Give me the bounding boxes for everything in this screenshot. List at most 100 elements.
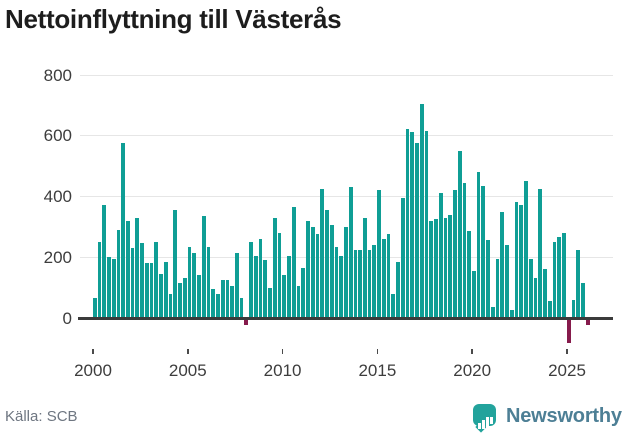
y-axis-label: 400 xyxy=(43,187,72,207)
bar xyxy=(253,255,258,318)
bar xyxy=(462,182,467,318)
bar xyxy=(277,232,282,318)
bar xyxy=(325,210,329,318)
bar xyxy=(528,258,533,318)
bar xyxy=(168,293,173,318)
bar xyxy=(225,279,230,318)
bar xyxy=(486,240,490,318)
bar xyxy=(562,232,566,318)
bar xyxy=(585,320,590,325)
logo-text: Newsworthy xyxy=(506,405,622,427)
bar xyxy=(400,197,405,318)
bar xyxy=(566,320,571,343)
bar xyxy=(467,231,471,318)
bar xyxy=(538,188,543,318)
bar xyxy=(481,185,486,318)
y-axis-label: 800 xyxy=(43,65,72,85)
bar xyxy=(268,287,272,318)
bar xyxy=(358,249,362,318)
bar xyxy=(201,216,206,318)
bar xyxy=(396,261,400,318)
bar xyxy=(239,298,244,318)
bar xyxy=(125,220,130,318)
bar xyxy=(429,220,434,318)
bar xyxy=(235,252,239,318)
bar xyxy=(320,188,325,318)
bar xyxy=(107,257,111,318)
bar xyxy=(391,293,396,318)
bar xyxy=(543,269,547,318)
bar xyxy=(334,246,339,318)
bar xyxy=(533,278,538,318)
x-tickmark-2005 xyxy=(187,349,189,354)
bar xyxy=(182,278,187,318)
bar xyxy=(130,248,135,318)
bar xyxy=(92,298,97,318)
bar xyxy=(490,307,495,318)
newsworthy-logo[interactable]: Newsworthy xyxy=(471,402,626,434)
y-axis-label: 0 xyxy=(62,309,72,328)
bar xyxy=(514,202,519,318)
bar xyxy=(415,143,419,318)
bar xyxy=(296,286,301,318)
y-axis-label: 200 xyxy=(43,248,72,268)
bar xyxy=(344,226,348,318)
bar xyxy=(310,226,315,318)
bar xyxy=(315,234,320,318)
bar xyxy=(154,241,159,318)
bar xyxy=(381,238,386,318)
bar xyxy=(206,246,211,318)
bar xyxy=(102,205,107,318)
bar xyxy=(339,255,344,318)
bar xyxy=(306,220,310,318)
bar xyxy=(178,283,182,318)
bar xyxy=(367,249,372,318)
bar xyxy=(258,238,263,318)
bar xyxy=(362,217,367,318)
x-tickmark-2015 xyxy=(376,349,379,354)
x-axis-label: 2000 xyxy=(74,361,112,380)
bar xyxy=(443,217,448,318)
bar xyxy=(476,171,481,318)
bar xyxy=(263,260,268,318)
bar xyxy=(211,289,216,318)
bar xyxy=(571,299,576,318)
bar xyxy=(197,275,201,318)
bar xyxy=(438,193,443,318)
bar xyxy=(500,211,505,318)
x-tickmark-2000 xyxy=(92,349,94,354)
bar xyxy=(372,244,377,318)
bar xyxy=(192,252,197,318)
bar xyxy=(424,130,429,318)
bar xyxy=(552,241,557,318)
bar xyxy=(301,267,306,318)
bar xyxy=(495,258,500,318)
bar xyxy=(244,320,249,325)
bar xyxy=(272,217,277,318)
bar xyxy=(187,246,192,318)
x-axis-label: 2005 xyxy=(168,361,207,380)
bar xyxy=(472,270,476,318)
bar xyxy=(291,206,296,318)
bar xyxy=(116,229,121,318)
bar xyxy=(448,214,453,318)
bar xyxy=(457,150,462,318)
bar xyxy=(519,205,524,318)
bar xyxy=(163,261,168,318)
x-axis-label: 2015 xyxy=(358,361,397,380)
bar xyxy=(287,255,291,318)
bar xyxy=(140,243,144,318)
x-axis-line xyxy=(78,317,613,320)
bar xyxy=(386,234,391,318)
source-note: Källa: SCB xyxy=(5,408,78,425)
bar xyxy=(353,249,358,318)
bar xyxy=(220,279,225,318)
gridline-400 xyxy=(80,196,613,198)
x-axis-label: 2020 xyxy=(453,361,492,380)
bar xyxy=(410,132,415,318)
gridline-800 xyxy=(80,74,613,76)
y-axis-label: 600 xyxy=(43,126,72,146)
page-title: Nettoinflyttning till Västerås xyxy=(5,4,342,34)
bar xyxy=(97,241,102,318)
bar xyxy=(282,275,287,318)
